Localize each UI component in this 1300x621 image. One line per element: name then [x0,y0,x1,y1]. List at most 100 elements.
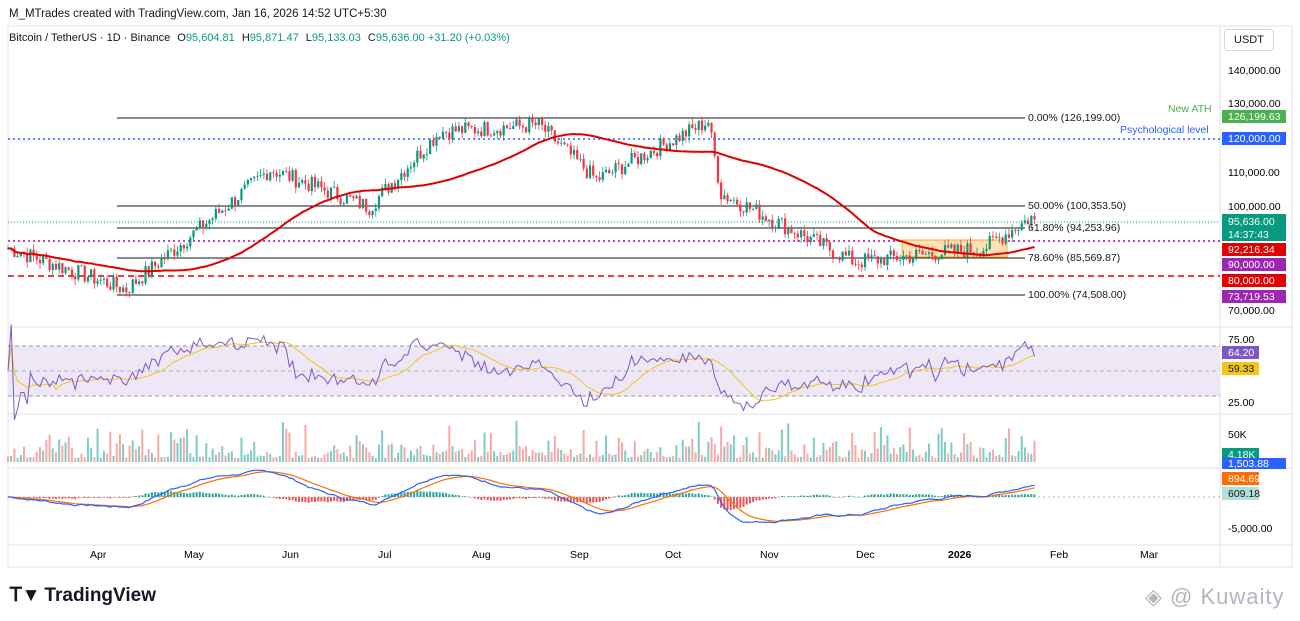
candle-body [886,254,889,266]
macd-hist-bar [374,497,377,500]
macd-hist-bar [780,495,783,497]
watermark-text: @ Kuwaity [1170,584,1285,609]
volume-bar [416,448,419,462]
candle-body [876,256,879,264]
macd-hist-bar [777,497,780,498]
volume-bar [557,448,560,462]
macd-hist-bar [509,497,512,500]
candle-body [195,228,198,231]
macd-hist-bar [886,494,889,497]
macd-hist-bar [422,491,425,497]
volume-bar [93,457,96,462]
macd-hist-bar [96,497,99,498]
macd-hist-bar [883,494,886,497]
volume-bar [755,457,758,462]
candle-body [208,220,211,224]
candle-body [736,199,739,205]
candle-body [544,124,547,132]
volume-bar [486,451,489,462]
volume-bar [889,453,892,462]
candle-body [640,153,643,164]
macd-hist-bar [828,495,831,497]
volume-bar [838,455,841,462]
volume-bar [141,429,144,462]
volume-bar [560,449,563,462]
volume-bar [106,453,109,462]
volume-bar [304,424,307,462]
volume-bar [656,452,659,462]
macd-hist-bar [864,495,867,497]
macd-hist-bar [157,492,160,497]
candle-body [576,149,579,160]
macd-hist-bar [732,497,735,510]
macd-hist-bar [288,497,291,501]
macd-hist-bar [54,497,57,499]
macd-hist-bar [195,492,198,497]
macd-hist-bar [697,493,700,497]
candle-body [943,245,947,255]
macd-hist-bar [771,497,774,499]
macd-hist-bar [947,494,950,497]
macd-hist-bar [867,495,870,497]
macd-hist-bar [835,497,838,498]
volume-bar [112,455,115,462]
macd-hist-bar [313,497,316,502]
macd-hist-bar [694,493,697,497]
candle-body [416,150,419,163]
candle-body [831,250,835,258]
macd-hist-bar [67,497,70,499]
macd-hist-bar [83,497,86,498]
volume-bar [278,455,281,462]
fib-100-label: 100.00% (74,508.00) [1028,289,1126,301]
macd-hist-bar [787,496,790,497]
candle-body [160,258,163,268]
candle-body [42,255,45,264]
volume-bar [787,423,790,462]
candle-body [473,127,476,134]
candle-body [950,244,953,248]
volume-bar [636,456,639,462]
candle-body [777,218,780,228]
volume-bar [668,456,671,462]
candle-body [29,249,32,263]
macd-hist-bar [266,496,269,498]
volume-bar [320,457,323,462]
macd-hist-bar [102,497,105,498]
macd-hist-bar [269,497,272,498]
tradingview-logo[interactable]: ꓔ▼ TradingView [10,584,156,607]
candle-body [892,250,895,257]
candle-body [665,144,668,152]
volume-tick: 50K [1228,429,1247,441]
close-value: 95,636.00 [375,32,425,44]
volume-bar [339,453,342,462]
macd-hist-bar [918,494,921,497]
candle-body [150,261,154,276]
macd-hist-bar [585,497,588,504]
macd-hist-bar [870,494,873,497]
macd-hist-bar [931,494,934,497]
volume-bar [512,450,515,462]
volume-bar [912,449,915,462]
macd-hist-bar [544,497,547,499]
macd-hist-bar [924,494,927,497]
watermark: ◈ @ Kuwaity [1145,584,1285,610]
macd-hist-bar [310,497,313,502]
volume-bar [771,450,774,462]
candle-body [672,143,675,146]
macd-hist-bar [515,497,518,499]
volume-bar [969,441,972,462]
candle-body [931,252,934,256]
candle-body [397,180,400,188]
volume-bar [205,443,208,462]
macd-hist-bar [742,497,745,507]
macd-hist-bar [205,493,208,497]
symbol-legend[interactable]: Bitcoin / TetherUS · 1D · Binance O95,60… [9,32,510,44]
volume-bar [48,434,51,462]
candle-body [742,211,745,213]
macd-hist-bar [908,494,911,497]
volume-bar [509,452,512,462]
currency-button[interactable]: USDT [1224,29,1274,51]
macd-hist-bar [99,497,102,498]
volume-bar [614,454,617,462]
